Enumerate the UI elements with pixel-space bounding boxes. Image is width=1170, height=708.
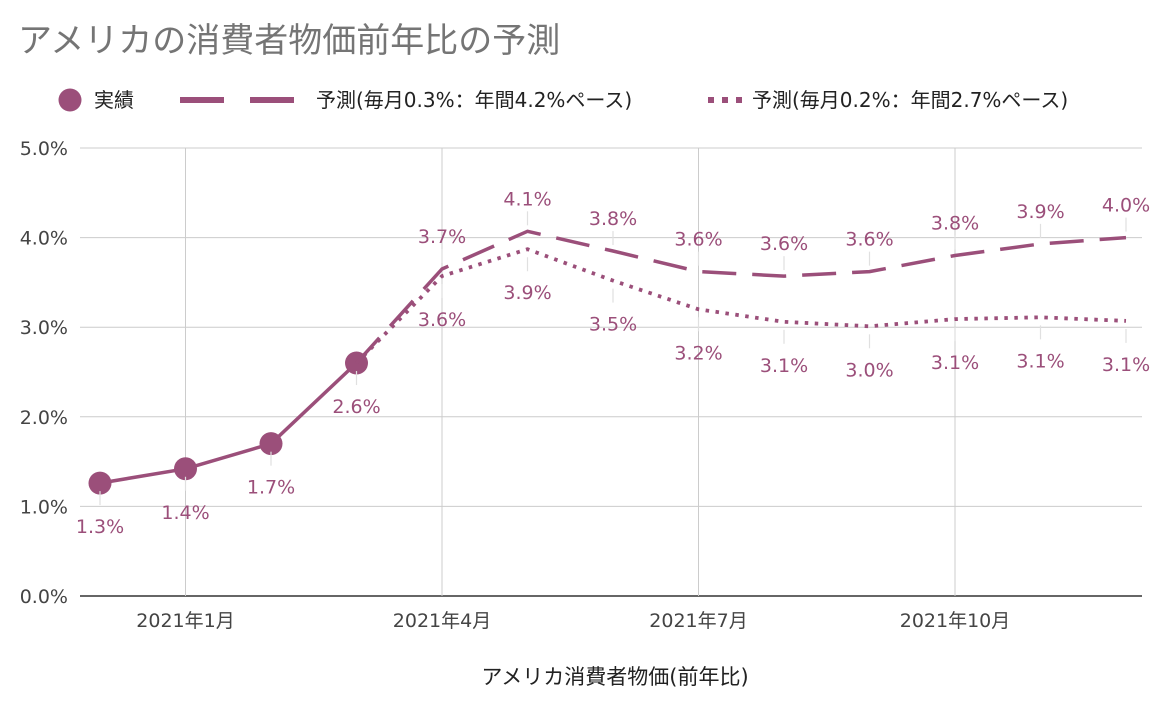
data-label: 3.7% (418, 226, 466, 248)
x-tick-label: 2021年4月 (393, 610, 491, 632)
data-point (174, 457, 197, 481)
data-label: 3.5% (589, 314, 637, 336)
legend: 実績 予測(毎月0.3%：年間4.2%ペース) 予測(毎月0.2%：年間2.7%ペー… (58, 88, 1068, 112)
data-labels: 1.3% 1.4% 1.7% 2.6% 3.7% 4.1% 3.8% 3.6% 3.6% 3.6%… (76, 188, 1150, 538)
data-label: 3.9% (1016, 201, 1064, 223)
data-label: 3.1% (760, 355, 808, 377)
y-axis: 0.0% 1.0% 2.0% 3.0% 4.0% 5.0% (20, 138, 68, 608)
x-tick-label: 2021年1月 (136, 610, 234, 632)
x-tick-label: 2021年7月 (649, 610, 747, 632)
series-line (99, 361, 358, 485)
legend-label: 実績 (94, 88, 134, 112)
data-label: 4.1% (503, 188, 551, 210)
series-line (355, 229, 1127, 365)
legend-item: 予測(毎月0.3%：年間4.2%ペース) (180, 88, 632, 112)
data-label: 3.6% (418, 309, 466, 331)
x-axis-title: アメリカ消費者物価(前年比) (481, 665, 748, 689)
data-label: 3.0% (845, 359, 893, 381)
legend-label: 予測(毎月0.2%：年間2.7%ペース) (752, 88, 1068, 112)
gridlines (80, 147, 1142, 597)
data-label: 3.1% (931, 352, 979, 374)
x-tick-label: 2021年10月 (900, 610, 1011, 632)
y-tick-label: 0.0% (20, 586, 68, 608)
data-label: 1.3% (76, 516, 124, 538)
data-label: 3.6% (674, 229, 722, 251)
data-label: 3.6% (760, 233, 808, 255)
x-axis: 2021年1月 2021年4月 2021年7月 2021年10月 (136, 610, 1010, 632)
data-label: 3.8% (931, 213, 979, 235)
legend-item: 実績 (58, 88, 134, 112)
legend-item: 予測(毎月0.2%：年間2.7%ペース) (708, 88, 1068, 112)
data-label: 3.9% (503, 282, 551, 304)
data-label: 3.8% (589, 208, 637, 230)
y-tick-label: 2.0% (20, 407, 68, 429)
y-tick-label: 5.0% (20, 138, 68, 160)
series-line (355, 247, 1127, 365)
data-point (88, 471, 112, 495)
legend-label: 予測(毎月0.3%：年間4.2%ペース) (316, 88, 632, 112)
data-label: 3.2% (674, 342, 722, 364)
data-label: 4.0% (1102, 195, 1150, 217)
data-point (259, 432, 283, 456)
y-tick-label: 4.0% (20, 228, 68, 250)
data-label: 2.6% (332, 396, 380, 418)
data-label: 3.6% (845, 229, 893, 251)
y-tick-label: 1.0% (20, 496, 68, 518)
data-label: 3.1% (1102, 354, 1150, 376)
series-lines (88, 229, 1127, 495)
chart-title: アメリカの消費者物価前年比の予測 (18, 21, 560, 61)
legend-marker (58, 88, 82, 112)
data-label: 1.7% (247, 477, 295, 499)
data-label: 3.1% (1016, 350, 1064, 372)
y-tick-label: 3.0% (20, 317, 68, 339)
data-label: 1.4% (161, 502, 209, 524)
